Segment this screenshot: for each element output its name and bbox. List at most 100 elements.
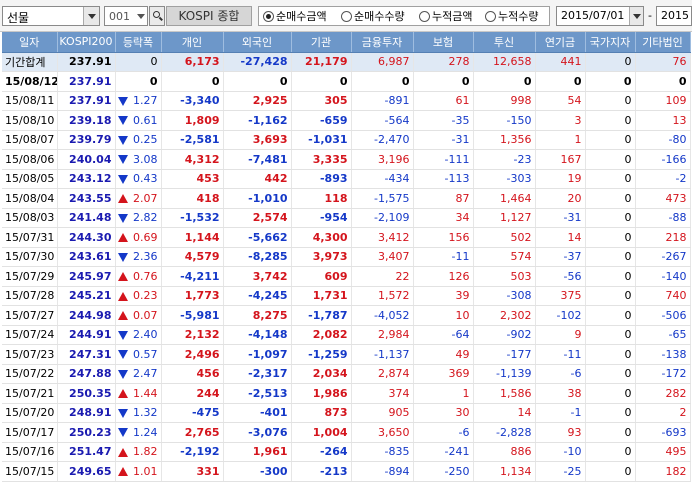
cell-change: 0.69 — [115, 227, 162, 248]
cell-financial: -894 — [351, 461, 414, 482]
cell-financial: -564 — [351, 110, 414, 131]
table-row[interactable]: 15/07/30 243.61 2.36 4,579 -8,285 3,973 3,407-… — [2, 247, 691, 267]
cell-pension: 14 — [535, 227, 586, 248]
col-header-foreign[interactable]: 외국인 — [223, 32, 292, 53]
col-header-other[interactable]: 기타법인 — [635, 32, 691, 53]
summary-row[interactable]: 기간합계 237.91 0 6,173 -27,428 21,179 6,987 278 12,… — [2, 52, 691, 72]
cell-financial: 2,984 — [351, 325, 414, 345]
cell-state: 0 — [585, 403, 636, 423]
table-row[interactable]: 15/08/03 241.48 2.82 -1,532 2,574 -954 -2,109 3… — [2, 208, 691, 228]
code-dropdown-icon[interactable] — [137, 14, 145, 19]
code-input[interactable]: 001 — [104, 6, 148, 26]
cell-other: 282 — [635, 383, 691, 404]
table-row[interactable]: 15/08/12 237.91 0 0 0 0 0 0 0 0 0 0 — [2, 71, 691, 92]
radio-cum-amount[interactable]: 누적금액 — [419, 9, 472, 25]
cell-other: 740 — [635, 286, 691, 306]
cell-foreign: 8,275 — [223, 305, 292, 326]
cell-change: 3.08 — [115, 149, 162, 170]
cell-pension: -56 — [535, 266, 586, 287]
cell-foreign: -2,513 — [223, 383, 292, 404]
cell-individual: -4,211 — [161, 266, 224, 287]
cell-individual: 1,144 — [161, 227, 224, 248]
table-row[interactable]: 15/08/06 240.04 3.08 4,312 -7,481 3,335 3,196-… — [2, 149, 691, 170]
cell-other: 109 — [635, 91, 691, 111]
radio-cum-quantity[interactable]: 누적수량 — [485, 9, 538, 25]
cell-institution: 873 — [291, 403, 352, 423]
cell-trust: 1,134 — [473, 461, 536, 482]
table-row[interactable]: 15/07/21 250.35 1.44 244 -2,513 1,986 374 1 1,58… — [2, 383, 691, 404]
cell-change: 1.32 — [115, 403, 162, 423]
cell-trust: 1,586 — [473, 383, 536, 404]
table-row[interactable]: 15/07/24 244.91 2.40 2,132 -4,148 2,082 2,984-… — [2, 325, 691, 345]
cell-change: 0.07 — [115, 305, 162, 326]
table-row[interactable]: 15/08/04 243.55 2.07 418 -1,010 118 -1,575 87 1,… — [2, 188, 691, 209]
col-header-pension[interactable]: 연기금 — [535, 32, 586, 53]
calendar-dropdown-icon[interactable] — [629, 7, 643, 25]
end-date-field[interactable]: 2015 — [656, 6, 692, 26]
cell-insurance: -111 — [413, 149, 474, 170]
market-select[interactable]: 선물 — [2, 6, 100, 26]
table-row[interactable]: 15/07/23 247.31 0.57 2,496 -1,097 -1,259 -1,13… — [2, 344, 691, 365]
cell-change: 2.40 — [115, 325, 162, 345]
table-row[interactable]: 15/07/29 245.97 0.76 -4,211 3,742 609 22 126 503… — [2, 266, 691, 287]
table-row[interactable]: 15/07/16 251.47 1.82 -2,192 1,961 -264 -835 -24… — [2, 442, 691, 462]
triangle-down-icon — [117, 174, 128, 184]
cell-foreign: 3,742 — [223, 266, 292, 287]
table-row[interactable]: 15/07/22 247.88 2.47 456 -2,317 2,034 2,874 369… — [2, 364, 691, 384]
cell-state: 0 — [585, 71, 636, 92]
table-row[interactable]: 15/08/07 239.79 0.25 -2,581 3,693 -1,031 -2,47… — [2, 130, 691, 150]
col-header-individual[interactable]: 개인 — [161, 32, 224, 53]
cell-financial: 0 — [351, 71, 414, 92]
cell-foreign: -8,285 — [223, 247, 292, 267]
table-row[interactable]: 15/08/05 243.12 0.43 453 442 -893 -434 -113 -303… — [2, 169, 691, 189]
cell-date: 15/07/23 — [2, 344, 58, 365]
cell-trust: 886 — [473, 442, 536, 462]
col-header-financial[interactable]: 금융투자 — [351, 32, 414, 53]
col-header-state[interactable]: 국가지자 — [585, 32, 636, 53]
cell-kospi: 239.79 — [57, 130, 116, 150]
table-row[interactable]: 15/07/15 249.65 1.01 331 -300 -213 -894 -250 1,1… — [2, 461, 691, 482]
cell-individual: 2,496 — [161, 344, 224, 365]
table-row[interactable]: 15/08/11 237.91 1.27 -3,340 2,925 305 -891 61 99… — [2, 91, 691, 111]
cell-date: 15/08/03 — [2, 208, 58, 228]
col-header-date[interactable]: 일자 — [2, 32, 58, 53]
cell-individual: 1,809 — [161, 110, 224, 131]
cell-institution: 609 — [291, 266, 352, 287]
table-row[interactable]: 15/08/10 239.18 0.61 1,809 -1,162 -659 -564 -35… — [2, 110, 691, 131]
radio-net-amount[interactable]: 순매수금액 — [263, 9, 327, 25]
cell-change: 2.36 — [115, 247, 162, 267]
cell-financial: -835 — [351, 442, 414, 462]
col-header-insurance[interactable]: 보험 — [413, 32, 474, 53]
col-header-trust[interactable]: 투신 — [473, 32, 536, 53]
cell-individual: 1,773 — [161, 286, 224, 306]
triangle-down-icon — [117, 96, 128, 106]
table-row[interactable]: 15/07/27 244.98 0.07 -5,981 8,275 -1,787 -4,05… — [2, 305, 691, 326]
cell-institution: 2,082 — [291, 325, 352, 345]
table-row[interactable]: 15/07/20 248.91 1.32 -475 -401 873 905 30 14 -1 0 2 — [2, 403, 691, 423]
cell-state: 0 — [585, 188, 636, 209]
cell-date: 15/07/30 — [2, 247, 58, 267]
cell-kospi: 247.31 — [57, 344, 116, 365]
table-row[interactable]: 15/07/31 244.30 0.69 1,144 -5,662 4,300 3,412 1… — [2, 227, 691, 248]
cell-foreign: 1,961 — [223, 442, 292, 462]
cell-financial: 1,572 — [351, 286, 414, 306]
start-date-field[interactable]: 2015/07/01 — [556, 6, 644, 26]
cell-trust: -2,828 — [473, 422, 536, 443]
cell-insurance: 10 — [413, 305, 474, 326]
table-row[interactable]: 15/07/28 245.21 0.23 1,773 -4,245 1,731 1,572 3… — [2, 286, 691, 306]
col-header-institution[interactable]: 기관 — [291, 32, 352, 53]
table-row[interactable]: 15/07/17 250.23 1.24 2,765 -3,076 1,004 3,650-… — [2, 422, 691, 443]
cell-kospi: 251.47 — [57, 442, 116, 462]
col-header-kospi200[interactable]: KOSPI200 — [57, 32, 116, 53]
cell-state: 0 — [585, 325, 636, 345]
cell-foreign: -1,010 — [223, 188, 292, 209]
cell-institution: 4,300 — [291, 227, 352, 248]
radio-net-quantity[interactable]: 순매수수량 — [341, 9, 405, 25]
cell-state: 0 — [585, 461, 636, 482]
col-header-change[interactable]: 등락폭 — [115, 32, 162, 53]
cell-kospi: 240.04 — [57, 149, 116, 170]
cell-kospi: 244.91 — [57, 325, 116, 345]
search-button[interactable] — [149, 6, 165, 26]
chevron-down-icon[interactable] — [83, 7, 99, 25]
cell-financial: -891 — [351, 91, 414, 111]
